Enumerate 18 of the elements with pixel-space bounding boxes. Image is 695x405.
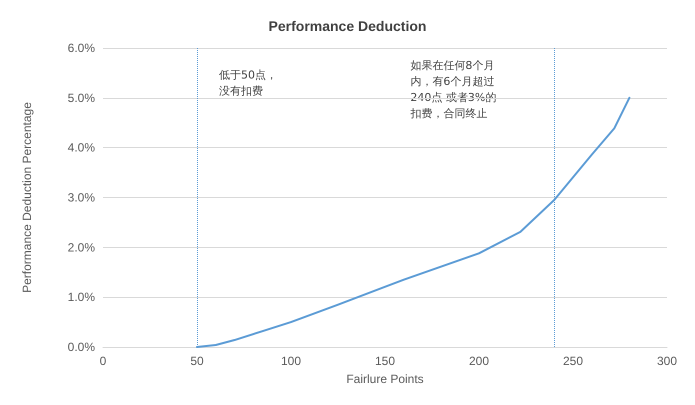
y-tick-label: 2.0% [68,240,96,254]
y-tick-label: 6.0% [68,41,96,55]
x-axis-title: Fairlure Points [346,372,424,386]
x-tick-label: 150 [374,354,396,368]
x-tick-label: 250 [562,354,584,368]
y-tick-label: 1.0% [68,290,96,304]
y-tick-label: 5.0% [68,90,96,105]
chart-title: Performance Deduction [268,18,426,34]
y-tick-label: 3.0% [68,190,96,204]
x-tick-label: 200 [468,354,490,368]
y-tick-label: 4.0% [68,140,96,155]
x-tick-label: 0 [100,354,107,368]
y-tick-label: 0.0% [68,340,96,354]
x-tick-label: 100 [280,354,302,368]
y-axis-title: Performance Deduction Percentage [20,102,34,293]
x-tick-label: 300 [656,354,678,368]
annotation: 低于50点，没有扣费 [219,68,277,98]
x-tick-label: 50 [190,354,204,368]
